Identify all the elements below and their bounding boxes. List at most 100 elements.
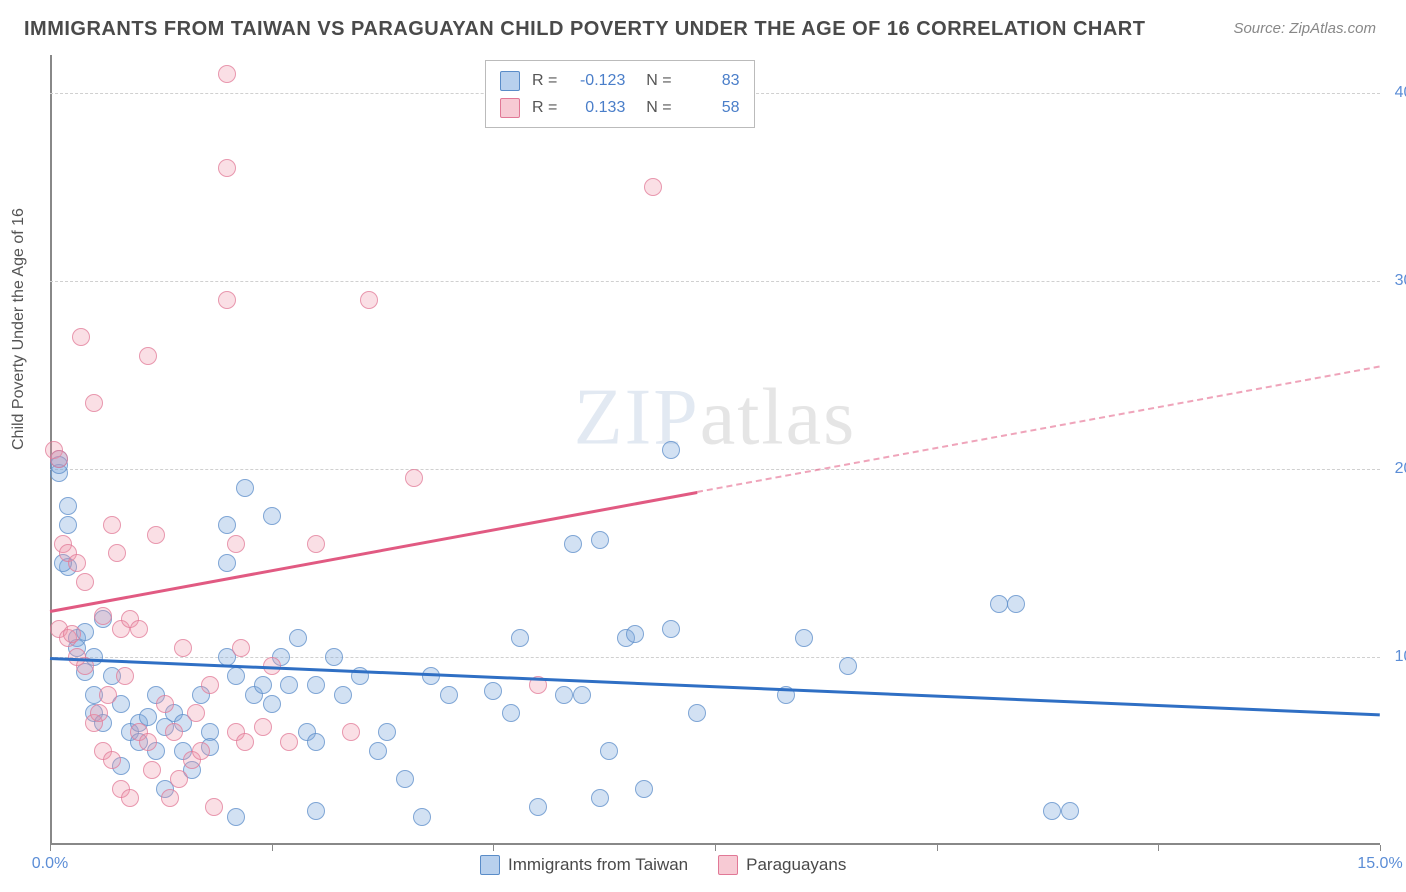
data-point (236, 733, 254, 751)
data-point (170, 770, 188, 788)
data-point (201, 676, 219, 694)
data-point (1007, 595, 1025, 613)
data-point (218, 291, 236, 309)
data-point (63, 625, 81, 643)
data-point (232, 639, 250, 657)
data-point (307, 733, 325, 751)
data-point (161, 789, 179, 807)
data-point (218, 516, 236, 534)
data-point (1043, 802, 1061, 820)
gridline (50, 469, 1380, 470)
data-point (307, 676, 325, 694)
trend-line (697, 365, 1380, 492)
x-tick (50, 845, 51, 851)
data-point (99, 686, 117, 704)
data-point (591, 531, 609, 549)
gridline (50, 281, 1380, 282)
data-point (187, 704, 205, 722)
data-point (662, 620, 680, 638)
data-point (334, 686, 352, 704)
data-point (413, 808, 431, 826)
legend-swatch (718, 855, 738, 875)
data-point (227, 535, 245, 553)
data-point (644, 178, 662, 196)
legend-swatch (500, 98, 520, 118)
data-point (130, 620, 148, 638)
data-point (139, 733, 157, 751)
chart-area: ZIPatlas 10.0%20.0%30.0%40.0%0.0%15.0% R… (50, 55, 1380, 845)
data-point (626, 625, 644, 643)
data-point (405, 469, 423, 487)
data-point (263, 695, 281, 713)
data-point (280, 733, 298, 751)
data-point (662, 441, 680, 459)
stat-r-label: R = (532, 67, 557, 94)
data-point (143, 761, 161, 779)
data-point (116, 667, 134, 685)
data-point (227, 808, 245, 826)
stat-r-value: -0.123 (569, 67, 625, 94)
data-point (307, 802, 325, 820)
data-point (121, 789, 139, 807)
data-point (236, 479, 254, 497)
data-point (529, 798, 547, 816)
data-point (192, 742, 210, 760)
data-point (218, 554, 236, 572)
data-point (289, 629, 307, 647)
stat-r-label: R = (532, 94, 557, 121)
data-point (147, 526, 165, 544)
data-point (205, 798, 223, 816)
data-point (378, 723, 396, 741)
data-point (839, 657, 857, 675)
data-point (50, 450, 68, 468)
legend-label: Immigrants from Taiwan (508, 855, 688, 875)
x-tick-label: 0.0% (32, 855, 68, 873)
data-point (360, 291, 378, 309)
data-point (484, 682, 502, 700)
x-tick (493, 845, 494, 851)
stat-n-label: N = (637, 67, 671, 94)
stat-n-value: 58 (684, 94, 740, 121)
data-point (165, 723, 183, 741)
data-point (263, 507, 281, 525)
data-point (1061, 802, 1079, 820)
stat-n-value: 83 (684, 67, 740, 94)
data-point (280, 676, 298, 694)
data-point (218, 159, 236, 177)
stats-legend-box: R = -0.123 N = 83R = 0.133 N = 58 (485, 60, 755, 128)
data-point (72, 328, 90, 346)
data-point (59, 497, 77, 515)
data-point (688, 704, 706, 722)
y-tick-label: 20.0% (1385, 460, 1406, 478)
scatter-plot: ZIPatlas 10.0%20.0%30.0%40.0%0.0%15.0% (50, 55, 1380, 845)
data-point (68, 554, 86, 572)
data-point (440, 686, 458, 704)
data-point (307, 535, 325, 553)
data-point (635, 780, 653, 798)
data-point (990, 595, 1008, 613)
series-legend: Immigrants from Taiwan Paraguayans (480, 855, 846, 875)
data-point (573, 686, 591, 704)
x-tick (272, 845, 273, 851)
legend-item: Paraguayans (718, 855, 846, 875)
data-point (103, 516, 121, 534)
data-point (342, 723, 360, 741)
chart-title: IMMIGRANTS FROM TAIWAN VS PARAGUAYAN CHI… (24, 18, 1145, 41)
data-point (369, 742, 387, 760)
watermark: ZIPatlas (574, 373, 857, 464)
data-point (174, 639, 192, 657)
data-point (76, 573, 94, 591)
data-point (59, 516, 77, 534)
source-attribution: Source: ZipAtlas.com (1233, 20, 1376, 37)
data-point (511, 629, 529, 647)
trend-line (50, 491, 698, 612)
data-point (90, 704, 108, 722)
data-point (600, 742, 618, 760)
data-point (325, 648, 343, 666)
y-tick-label: 30.0% (1385, 272, 1406, 290)
x-tick (715, 845, 716, 851)
data-point (156, 695, 174, 713)
x-tick (1158, 845, 1159, 851)
data-point (502, 704, 520, 722)
x-tick (1380, 845, 1381, 851)
